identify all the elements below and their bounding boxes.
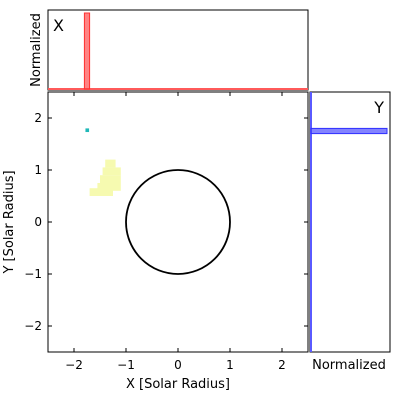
right-panel-letter: Y <box>373 98 384 117</box>
region-0-cell-2 <box>100 175 121 183</box>
y-tick-label: 1 <box>34 163 42 177</box>
region-0-cell-1 <box>102 167 121 176</box>
main-map-panel: −2 −1 0 1 2 −2 −1 0 1 2 X [Solar Radius] Y [Sola… <box>2 91 309 392</box>
y-tick-label: 2 <box>34 111 42 125</box>
region-1-cell-0 <box>85 128 90 133</box>
x-tick-label: −1 <box>117 358 135 372</box>
main-xlabel: X [Solar Radius] <box>126 377 230 392</box>
top-histogram-panel: X Normalized <box>29 9 309 91</box>
top-panel-letter: X <box>53 16 64 35</box>
y-tick-label: −2 <box>24 319 42 333</box>
x-tick-label: −2 <box>65 358 83 372</box>
main-map-marks <box>85 128 231 275</box>
x-tick-label: 1 <box>226 358 234 372</box>
top-panel-ylabel: Normalized <box>29 13 44 87</box>
top-peak-bar <box>83 12 91 90</box>
top-histogram-marks <box>48 12 308 90</box>
y-tick-label: 0 <box>34 215 42 229</box>
right-panel-xlabel: Normalized <box>312 358 386 373</box>
y-tick-label: −1 <box>24 267 42 281</box>
x-tick-label: 2 <box>278 358 286 372</box>
region-0-cell-3 <box>97 183 121 191</box>
right-panel-frame <box>309 91 391 353</box>
top-panel-frame <box>47 9 309 91</box>
right-histogram-panel: Y Normalized <box>309 91 391 373</box>
main-ylabel: Y [Solar Radius] <box>2 170 17 274</box>
region-0-cell-4 <box>89 188 113 196</box>
solar-disk-circle <box>125 169 231 275</box>
main-x-ticks: −2 −1 0 1 2 <box>65 92 286 372</box>
main-y-ticks: −2 −1 0 1 2 <box>24 111 308 333</box>
right-histogram-marks <box>310 92 388 352</box>
x-tick-label: 0 <box>174 358 182 372</box>
region-0-cell-0 <box>105 159 116 168</box>
right-peak-bar <box>310 127 388 135</box>
